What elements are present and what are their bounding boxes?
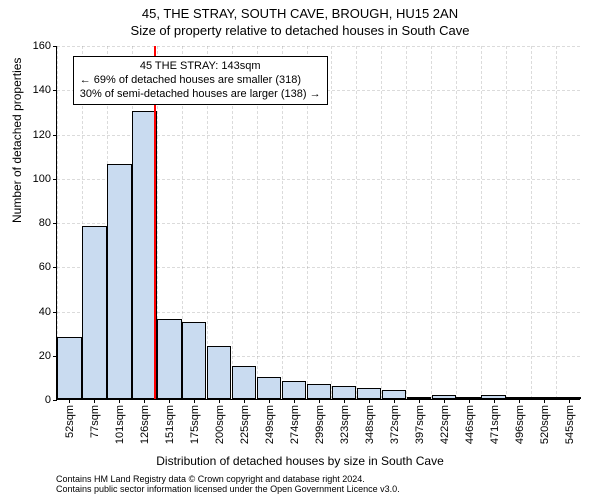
histogram-bar (207, 346, 231, 399)
ytick-label: 120 (33, 129, 57, 141)
xtick-label: 101sqm (112, 405, 126, 444)
gridline-v (481, 46, 482, 399)
xtick-label: 348sqm (362, 405, 376, 444)
xtick-label: 545sqm (562, 405, 576, 444)
xtick-label: 397sqm (412, 405, 426, 444)
histogram-bar (132, 111, 156, 399)
ytick-label: 0 (45, 394, 57, 406)
histogram-bar (257, 377, 281, 399)
xtick-mark (544, 399, 545, 403)
xtick-label: 274sqm (287, 405, 301, 444)
ytick-label: 80 (39, 217, 57, 229)
plot-area: 02040608010012014016052sqm77sqm101sqm126… (56, 46, 580, 400)
xtick-label: 175sqm (187, 405, 201, 444)
histogram-bar (107, 164, 131, 399)
gridline-v (506, 46, 507, 399)
histogram-bar (307, 384, 331, 399)
ytick-label: 40 (39, 306, 57, 318)
xtick-label: 299sqm (312, 405, 326, 444)
xtick-label: 126sqm (137, 405, 151, 444)
xtick-mark (519, 399, 520, 403)
xtick-label: 249sqm (262, 405, 276, 444)
y-axis-label: Number of detached properties (10, 58, 24, 223)
histogram-bar (332, 386, 356, 399)
xtick-label: 151sqm (162, 405, 176, 444)
xtick-mark (494, 399, 495, 403)
histogram-bar (57, 337, 81, 399)
footer-line-1: Contains HM Land Registry data © Crown c… (56, 474, 400, 484)
gridline-h (57, 46, 580, 47)
xtick-mark (144, 399, 145, 403)
annotation-box: 45 THE STRAY: 143sqm← 69% of detached ho… (73, 56, 328, 105)
page-subtitle: Size of property relative to detached ho… (0, 21, 600, 38)
xtick-mark (244, 399, 245, 403)
xtick-mark (294, 399, 295, 403)
gridline-v (531, 46, 532, 399)
xtick-mark (344, 399, 345, 403)
histogram-bar (282, 381, 306, 399)
ytick-label: 100 (33, 173, 57, 185)
footer-line-2: Contains public sector information licen… (56, 484, 400, 494)
chart-area: 02040608010012014016052sqm77sqm101sqm126… (56, 46, 580, 400)
annotation-line: 30% of semi-detached houses are larger (… (80, 88, 321, 102)
xtick-mark (319, 399, 320, 403)
gridline-v (456, 46, 457, 399)
xtick-mark (444, 399, 445, 403)
xtick-label: 422sqm (437, 405, 451, 444)
xtick-label: 471sqm (487, 405, 501, 444)
histogram-bar (82, 226, 106, 399)
annotation-line: 45 THE STRAY: 143sqm (80, 60, 321, 74)
xtick-mark (194, 399, 195, 403)
xtick-label: 372sqm (387, 405, 401, 444)
histogram-bar (357, 388, 381, 399)
xtick-mark (169, 399, 170, 403)
gridline-v (331, 46, 332, 399)
xtick-mark (469, 399, 470, 403)
xtick-mark (369, 399, 370, 403)
annotation-line: ← 69% of detached houses are smaller (31… (80, 74, 321, 88)
xtick-label: 77sqm (87, 405, 101, 438)
xtick-mark (69, 399, 70, 403)
histogram-bar (232, 366, 256, 399)
xtick-mark (394, 399, 395, 403)
histogram-bar (382, 390, 406, 399)
xtick-label: 225sqm (237, 405, 251, 444)
footer-attribution: Contains HM Land Registry data © Crown c… (56, 474, 400, 495)
ytick-label: 160 (33, 40, 57, 52)
x-axis-label: Distribution of detached houses by size … (0, 454, 600, 468)
xtick-label: 446sqm (462, 405, 476, 444)
gridline-v (406, 46, 407, 399)
xtick-label: 200sqm (212, 405, 226, 444)
xtick-mark (219, 399, 220, 403)
xtick-mark (269, 399, 270, 403)
gridline-v (556, 46, 557, 399)
gridline-v (356, 46, 357, 399)
ytick-label: 140 (33, 84, 57, 96)
gridline-v (431, 46, 432, 399)
gridline-v (381, 46, 382, 399)
xtick-label: 323sqm (337, 405, 351, 444)
ytick-label: 20 (39, 350, 57, 362)
histogram-bar (182, 322, 206, 399)
page-title: 45, THE STRAY, SOUTH CAVE, BROUGH, HU15 … (0, 0, 600, 21)
xtick-mark (569, 399, 570, 403)
xtick-mark (419, 399, 420, 403)
xtick-label: 52sqm (62, 405, 76, 438)
ytick-label: 60 (39, 261, 57, 273)
xtick-label: 496sqm (512, 405, 526, 444)
xtick-label: 520sqm (537, 405, 551, 444)
xtick-mark (94, 399, 95, 403)
histogram-bar (157, 319, 181, 399)
xtick-mark (119, 399, 120, 403)
